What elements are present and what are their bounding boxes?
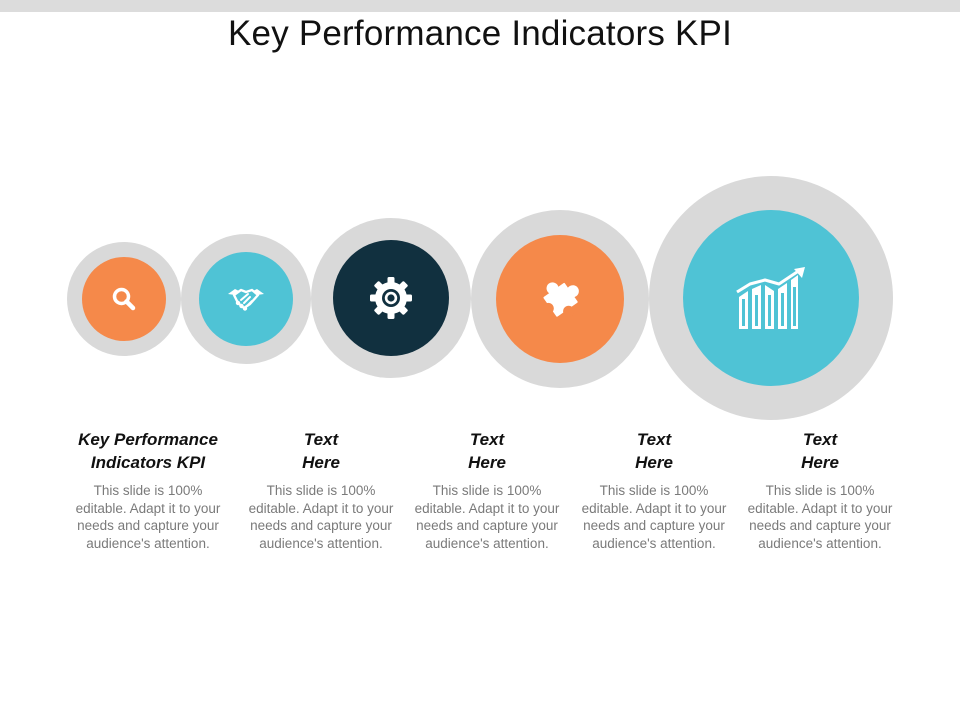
gear-icon [370, 277, 412, 319]
item-heading-1-line2: Indicators KPI [90, 453, 206, 472]
item-heading-5-line1: Text [802, 430, 838, 449]
circle-disc-2 [199, 252, 293, 346]
item-heading-1-line1: Key Performance [78, 430, 218, 449]
item-heading-1: Key Performance Indicators KPI [63, 428, 233, 474]
puzzle-icon [542, 282, 579, 317]
item-heading-4-line1: Text [636, 430, 672, 449]
item-heading-2: Text Here [236, 428, 406, 474]
item-heading-3-line1: Text [469, 430, 505, 449]
item-description-3: This slide is 100% editable. Adapt it to… [414, 483, 560, 551]
top-accent-bar [0, 0, 960, 12]
item-description-5: This slide is 100% editable. Adapt it to… [747, 483, 893, 551]
item-description-2: This slide is 100% editable. Adapt it to… [248, 483, 394, 551]
circle-disc-4 [496, 235, 624, 363]
item-heading-4: Text Here [569, 428, 739, 474]
item-heading-2-line2: Here [302, 453, 340, 472]
circle-disc-5 [683, 210, 859, 386]
circle-disc-3 [333, 240, 449, 356]
handshake-icon [228, 288, 264, 311]
item-heading-3-line2: Here [468, 453, 506, 472]
slide-title: Key Performance Indicators KPI [228, 14, 732, 53]
circle-disc-1 [82, 257, 166, 341]
search-icon [112, 287, 136, 311]
item-description-1: This slide is 100% editable. Adapt it to… [75, 483, 221, 551]
growth-chart-icon [736, 267, 805, 329]
item-heading-2-line1: Text [303, 430, 339, 449]
item-heading-4-line2: Here [635, 453, 673, 472]
item-description-4: This slide is 100% editable. Adapt it to… [581, 483, 727, 551]
item-heading-3: Text Here [402, 428, 572, 474]
item-heading-5-line2: Here [801, 453, 839, 472]
item-heading-5: Text Here [735, 428, 905, 474]
